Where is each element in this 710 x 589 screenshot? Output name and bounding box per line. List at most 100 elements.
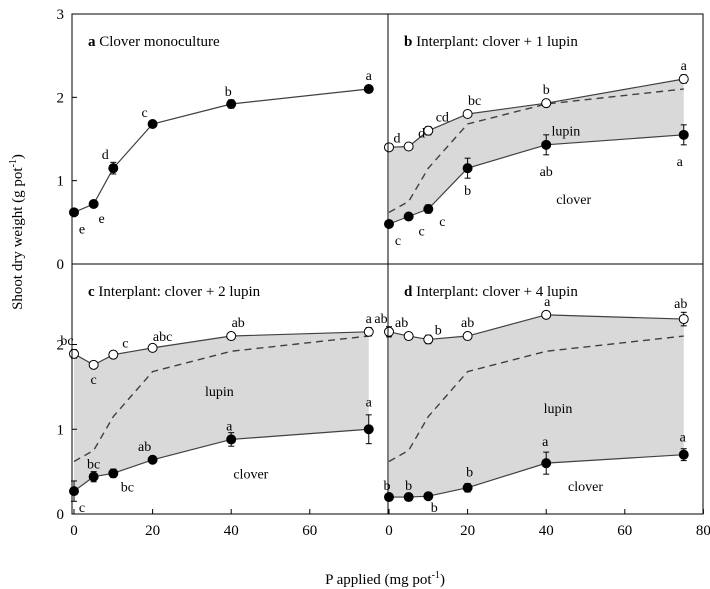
point-clover-a-1	[88, 199, 99, 209]
sig-letter-total-d-4: a	[544, 295, 551, 310]
x-tick-label-c-40: 40	[224, 523, 239, 539]
panel-title-text-c: Interplant: clover + 2 lupin	[98, 284, 260, 300]
point-total-c-3	[147, 342, 158, 353]
axes-frames	[71, 13, 704, 515]
region-label-clover-b: clover	[556, 193, 591, 208]
sig-letter-total-b-1: d	[418, 127, 425, 142]
x-tick-label-c-0: 0	[70, 523, 78, 539]
y-axis-label-sup: -1	[8, 159, 19, 167]
sig-letter-clover-c-1: bc	[87, 458, 100, 473]
panel-title-letter-b: b	[404, 34, 416, 50]
shaded-areas	[74, 79, 684, 498]
sig-letter-clover-a-3: c	[141, 106, 147, 121]
sig-letter-total-c-5: a	[366, 312, 373, 327]
region-label-lupin-c: lupin	[205, 385, 234, 400]
point-total-c-1	[88, 359, 99, 370]
point-clover-b-3	[462, 163, 473, 174]
sig-letter-clover-a-4: b	[225, 85, 232, 100]
point-clover-b-5	[678, 129, 689, 140]
x-tick-label-d-60: 60	[617, 523, 632, 539]
point-total-b-5	[678, 74, 689, 84]
panel-title-letter-d: d	[404, 284, 416, 300]
sig-letter-total-b-5: a	[681, 59, 688, 74]
sig-letter-total-d-3: ab	[461, 316, 474, 331]
sig-letter-clover-b-1: c	[419, 225, 425, 240]
point-clover-b-1	[403, 211, 414, 222]
sig-letter-clover-c-4: a	[226, 419, 233, 434]
x-tick-label-d-0: 0	[385, 523, 393, 539]
shaded-area-b	[389, 79, 684, 224]
sig-letter-total-d-0: ab	[374, 312, 387, 327]
y-axis-label-main: Shoot dry weight (g pot	[10, 167, 26, 310]
sig-letter-clover-a-1: e	[99, 212, 105, 227]
panel-title-letter-c: c	[88, 284, 98, 300]
point-total-c-2	[108, 349, 119, 360]
y-tick-label-c-0: 0	[57, 507, 65, 523]
point-clover-d-2	[423, 491, 434, 502]
point-clover-a-2	[108, 163, 119, 174]
sig-letter-total-b-3: bc	[468, 94, 481, 109]
region-label-clover-c: clover	[233, 467, 268, 482]
x-axis-label-sup: -1	[432, 570, 440, 581]
point-total-b-2	[423, 125, 434, 136]
sig-letter-total-c-3: abc	[153, 330, 172, 345]
point-clover-c-2	[108, 468, 119, 479]
panel-title-d: d Interplant: clover + 4 lupin	[404, 284, 578, 300]
sig-letter-clover-b-4: ab	[540, 165, 553, 180]
data-lines	[69, 74, 689, 503]
region-label-lupin-d: lupin	[544, 402, 573, 417]
y-tick-label-c-1: 1	[57, 422, 65, 438]
point-clover-b-2	[423, 204, 434, 214]
sig-letter-clover-a-2: d	[102, 148, 109, 163]
sig-letter-total-d-5: ab	[674, 297, 687, 312]
point-total-b-4	[541, 98, 552, 109]
point-clover-a-4	[226, 99, 237, 109]
point-clover-c-0	[69, 486, 79, 497]
panel-title-text-a: Clover monoculture	[99, 34, 220, 50]
sig-letter-total-c-1: c	[91, 373, 97, 388]
sig-letter-total-c-4: ab	[232, 316, 245, 331]
x-axis-label-end: )	[440, 572, 445, 588]
frame-panel-d	[387, 263, 704, 515]
y-tick-label-a-2: 2	[57, 90, 65, 106]
point-clover-a-5	[363, 84, 374, 94]
sig-letter-clover-c-0: c	[79, 501, 85, 516]
sig-letter-clover-d-5: a	[680, 431, 687, 446]
panel-title-b: b Interplant: clover + 1 lupin	[404, 34, 578, 50]
point-total-d-1	[403, 331, 414, 342]
point-total-c-4	[226, 331, 237, 342]
y-axis-label: Shoot dry weight (g pot-1)	[8, 154, 26, 310]
sig-letter-clover-d-0: b	[384, 479, 391, 494]
point-clover-c-3	[147, 454, 158, 465]
sig-letter-clover-d-2: b	[431, 501, 438, 516]
sig-letter-clover-d-4: a	[542, 435, 549, 450]
shaded-area-c	[74, 331, 369, 492]
sig-letter-clover-b-5: a	[677, 155, 684, 170]
shaded-area-d	[389, 314, 684, 498]
sig-letter-total-c-0: bc	[60, 334, 73, 349]
reference-line-d	[388, 335, 684, 463]
y-tick-label-a-3: 3	[57, 7, 65, 23]
sig-letter-clover-b-0: c	[395, 234, 401, 249]
sig-letter-clover-c-5: a	[366, 395, 373, 410]
sig-letter-clover-a-0: e	[79, 222, 85, 237]
point-clover-c-5	[363, 424, 374, 435]
point-clover-d-1	[403, 492, 414, 503]
sig-letter-clover-a-5: a	[366, 69, 373, 84]
sig-letter-clover-c-3: ab	[138, 440, 151, 455]
panel-title-a: a Clover monoculture	[88, 34, 220, 50]
point-clover-d-3	[462, 482, 473, 493]
point-clover-b-0	[384, 219, 394, 229]
x-axis-label: P applied (mg pot-1)	[325, 570, 445, 588]
point-total-b-0	[384, 142, 394, 153]
sig-letter-total-b-0: d	[394, 131, 401, 146]
point-total-d-3	[462, 331, 473, 342]
frame-panel-a	[71, 13, 389, 265]
y-axis-label-end: )	[10, 154, 26, 159]
x-tick-label-d-80: 80	[696, 523, 710, 539]
point-total-c-0	[69, 348, 79, 359]
panel-title-letter-a: a	[88, 34, 99, 50]
point-clover-b-4	[541, 139, 552, 150]
sig-letter-clover-d-3: b	[466, 466, 473, 481]
